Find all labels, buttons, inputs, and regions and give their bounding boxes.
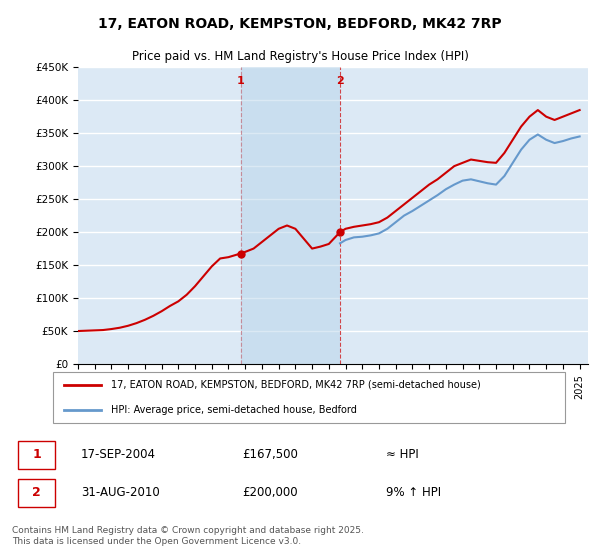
- Text: 1: 1: [32, 448, 41, 461]
- Text: Contains HM Land Registry data © Crown copyright and database right 2025.
This d: Contains HM Land Registry data © Crown c…: [12, 526, 364, 546]
- FancyBboxPatch shape: [53, 372, 565, 423]
- FancyBboxPatch shape: [18, 441, 55, 469]
- FancyBboxPatch shape: [18, 479, 55, 507]
- Text: £200,000: £200,000: [242, 486, 298, 499]
- Text: 2: 2: [336, 76, 344, 86]
- Text: 31-AUG-2010: 31-AUG-2010: [81, 486, 160, 499]
- Text: HPI: Average price, semi-detached house, Bedford: HPI: Average price, semi-detached house,…: [112, 405, 357, 415]
- Text: 17, EATON ROAD, KEMPSTON, BEDFORD, MK42 7RP (semi-detached house): 17, EATON ROAD, KEMPSTON, BEDFORD, MK42 …: [112, 380, 481, 390]
- Text: 1: 1: [236, 76, 244, 86]
- Text: 2: 2: [32, 486, 41, 499]
- Text: £167,500: £167,500: [242, 448, 298, 461]
- Text: ≈ HPI: ≈ HPI: [386, 448, 419, 461]
- Text: Price paid vs. HM Land Registry's House Price Index (HPI): Price paid vs. HM Land Registry's House …: [131, 50, 469, 63]
- Text: 9% ↑ HPI: 9% ↑ HPI: [386, 486, 442, 499]
- Text: 17, EATON ROAD, KEMPSTON, BEDFORD, MK42 7RP: 17, EATON ROAD, KEMPSTON, BEDFORD, MK42 …: [98, 17, 502, 31]
- Bar: [241, 67, 340, 364]
- Text: 17-SEP-2004: 17-SEP-2004: [81, 448, 156, 461]
